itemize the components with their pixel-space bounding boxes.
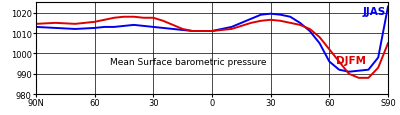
Text: Mean Surface barometric pressure: Mean Surface barometric pressure: [110, 58, 267, 66]
Text: JJAS: JJAS: [363, 7, 386, 16]
Text: DJFM: DJFM: [336, 55, 366, 65]
